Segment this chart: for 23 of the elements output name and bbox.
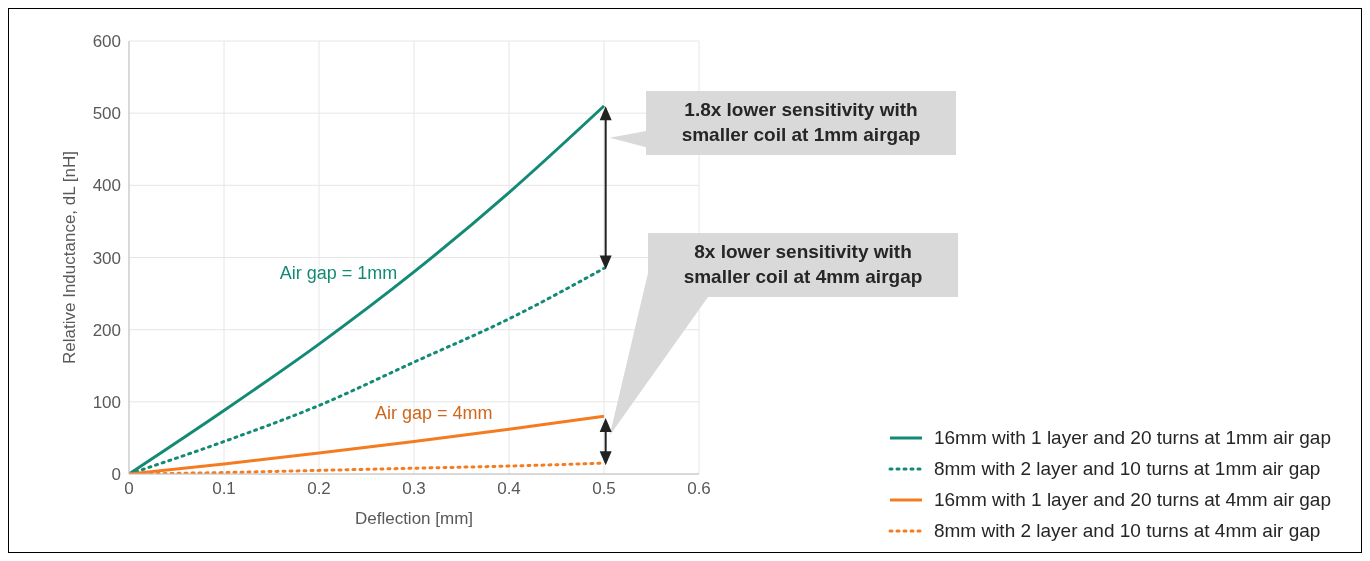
legend-label: 8mm with 2 layer and 10 turns at 1mm air gap bbox=[933, 457, 1321, 480]
y-tick-label: 100 bbox=[92, 392, 121, 412]
x-tick-label: 0.5 bbox=[592, 479, 616, 499]
x-tick-label: 0.1 bbox=[212, 479, 236, 499]
x-tick-label: 0.2 bbox=[307, 479, 331, 499]
x-tick-label: 0 bbox=[124, 479, 134, 499]
x-tick-label: 0.3 bbox=[402, 479, 426, 499]
y-tick-label: 600 bbox=[92, 32, 121, 52]
legend-label: 8mm with 2 layer and 10 turns at 4mm air gap bbox=[933, 519, 1321, 542]
x-tick-label: 0.4 bbox=[497, 479, 521, 499]
y-axis-title: Relative Inductance, dL [nH] bbox=[60, 151, 80, 364]
legend-label: 16mm with 1 layer and 20 turns at 1mm air gap bbox=[933, 426, 1331, 449]
annotation: Air gap = 1mm bbox=[279, 263, 398, 284]
annotation: 8x lower sensitivity with smaller coil at 4mm airgap bbox=[648, 233, 958, 297]
legend-label: 16mm with 1 layer and 20 turns at 4mm air gap bbox=[933, 488, 1331, 511]
y-tick-label: 500 bbox=[92, 104, 121, 124]
y-tick-label: 400 bbox=[92, 176, 121, 196]
y-tick-label: 300 bbox=[92, 248, 121, 268]
annotation: Air gap = 4mm bbox=[375, 403, 493, 425]
y-tick-label: 0 bbox=[111, 465, 121, 485]
y-tick-label: 200 bbox=[92, 320, 121, 340]
x-tick-label: 0.6 bbox=[687, 479, 711, 499]
x-axis-title: Deflection [mm] bbox=[354, 509, 474, 528]
